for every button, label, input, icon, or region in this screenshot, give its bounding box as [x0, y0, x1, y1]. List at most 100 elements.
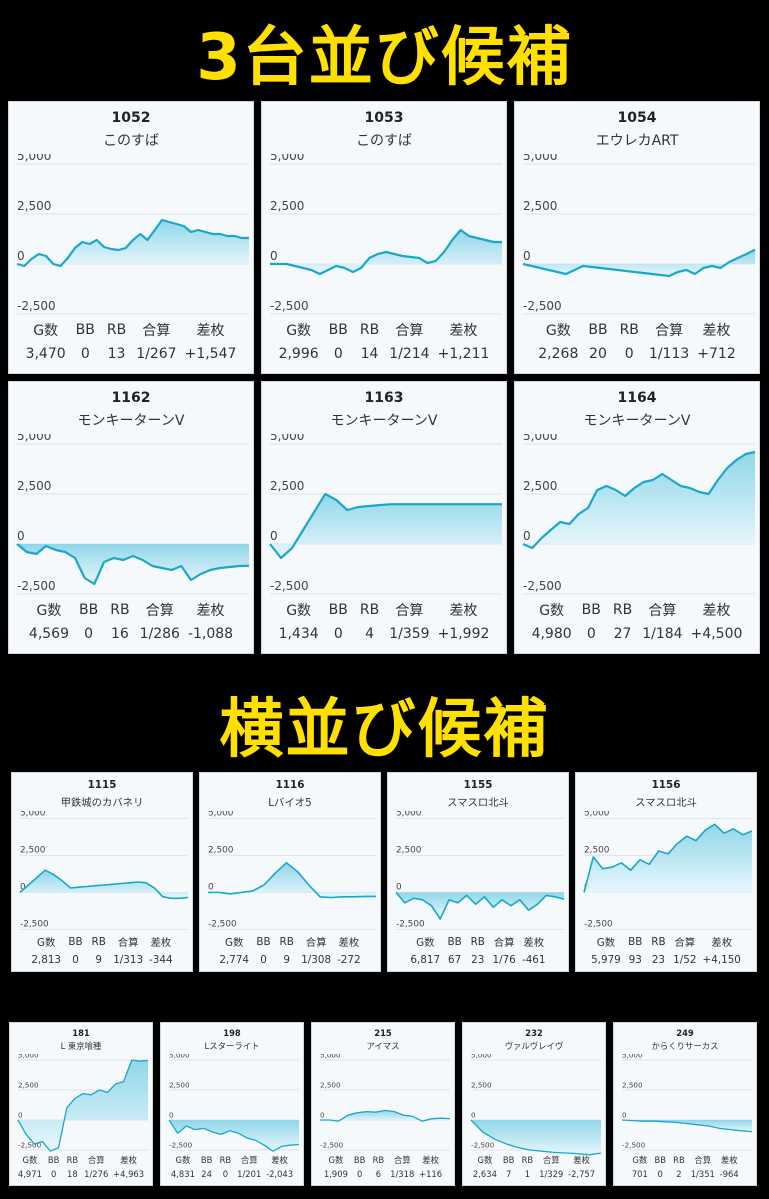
stat-value: +1,211: [437, 346, 490, 362]
chart: 5,000 2,500 0 -2,500: [16, 434, 250, 595]
stat-header: RB: [372, 1154, 385, 1165]
chart: 5,000 2,500 0 -2,500: [269, 154, 503, 315]
stat-header: RB: [359, 602, 380, 618]
machine-card: 249 からくりサーカス 5,000 2,500 0 -2,500 G数 BB RB 合算 差枚 70…: [613, 1022, 757, 1186]
chart: 5,000 2,500 0 -2,500: [470, 1054, 602, 1156]
stat-header: 差枚: [150, 937, 172, 950]
stat-value: 67: [448, 953, 462, 966]
stat-value: 1/329: [539, 1169, 564, 1180]
stat-value: -1,088: [187, 626, 234, 642]
stat-value: +4,963: [113, 1169, 145, 1180]
stat-value: 1/52: [673, 953, 697, 966]
stat-value: -344: [149, 953, 173, 966]
axis-tick-label: -2,500: [584, 920, 613, 930]
axis-tick-label: 2,500: [270, 479, 304, 493]
machine-card: 1162 モンキーターンV 5,000 2,500 0 -2,500 G数 BB RB 合算 差枚 4…: [8, 381, 254, 654]
axis-tick-label: 0: [523, 249, 531, 263]
series-line: [395, 892, 565, 921]
machine-number: 1164: [617, 390, 657, 406]
machine-card: 181 L 東京喰種 5,000 2,500 0 -2,500 G数 BB RB 合算 差枚 4,97…: [9, 1022, 153, 1186]
stat-header: G数: [539, 603, 565, 619]
stats-table: G数 BB RB 合算 差枚 2,774 0 9 1/308 -272: [200, 934, 380, 966]
stat-value: 0: [260, 953, 267, 966]
axis-tick-label: 0: [270, 529, 278, 543]
stat-value: 6,817: [410, 953, 441, 966]
axis-tick-label: 2,500: [169, 1081, 190, 1090]
stat-value: 27: [613, 626, 632, 642]
machine-card: 1053 このすば 5,000 2,500 0 -2,500 G数 BB RB 合算 差枚 2,996…: [261, 101, 507, 374]
machine-name: スマスロ北斗: [447, 796, 509, 809]
axis-tick-label: 2,500: [622, 1081, 643, 1090]
axis-tick-label: 2,500: [17, 199, 51, 213]
stat-header: 差枚: [196, 323, 225, 339]
axis-tick-label: 5,000: [18, 1054, 39, 1060]
stat-value: 23: [651, 953, 665, 966]
stats-table: G数 BB RB 合算 差枚 6,817 67 23 1/76 -461: [388, 934, 568, 966]
axis-tick-label: -2,500: [270, 579, 309, 593]
stat-header: 合算: [117, 937, 139, 950]
axis-tick-label: 0: [396, 883, 402, 893]
stats-table: G数 BB RB 合算 差枚 1,909 0 6 1/318 +116: [312, 1154, 454, 1180]
stat-value: 14: [360, 346, 379, 362]
stat-header: 合算: [240, 1154, 258, 1165]
stat-value: 0: [84, 626, 94, 642]
machine-card: 215 アイマス 5,000 2,500 0 -2,500 G数 BB RB 合算 差枚 1,909 0…: [311, 1022, 455, 1186]
chart: 5,000 2,500 0 -2,500: [522, 434, 756, 595]
area-fill: [320, 1110, 450, 1122]
machine-number: 1163: [364, 390, 404, 406]
stat-header: BB: [502, 1154, 515, 1165]
stat-header: RB: [110, 602, 130, 618]
axis-tick-label: -2,500: [396, 920, 425, 930]
stat-value: 1,434: [278, 626, 319, 642]
machine-name: モンキーターンV: [330, 413, 438, 429]
axis-tick-label: 5,000: [17, 434, 51, 443]
stat-value: 1/318: [390, 1169, 415, 1180]
stat-header: BB: [588, 322, 608, 338]
axis-tick-label: -2,500: [523, 579, 562, 593]
axis-tick-label: -2,500: [471, 1141, 495, 1150]
axis-tick-label: 2,500: [208, 846, 234, 856]
axis-tick-label: 0: [18, 1111, 23, 1120]
axis-tick-label: -2,500: [270, 299, 309, 313]
stat-header: RB: [651, 935, 666, 948]
stat-value: 4,569: [28, 626, 70, 642]
stat-header: RB: [106, 322, 127, 338]
stat-value: +1,992: [437, 626, 490, 642]
machine-name: ヴァルヴレイヴ: [504, 1040, 564, 1051]
stat-header: 差枚: [449, 323, 478, 339]
stat-value: 1,909: [323, 1169, 348, 1180]
chart: 5,000 2,500 0 -2,500: [16, 154, 250, 315]
area-fill: [622, 1120, 752, 1132]
machine-card: 232 ヴァルヴレイヴ 5,000 2,500 0 -2,500 G数 BB RB 合算 差枚 2,6…: [462, 1022, 606, 1186]
stat-header: 合算: [542, 1154, 560, 1165]
area-fill: [20, 870, 188, 899]
stat-header: BB: [628, 935, 643, 948]
stat-header: 差枚: [711, 937, 733, 950]
stat-header: 合算: [305, 937, 327, 950]
stat-value: 24: [201, 1169, 212, 1180]
machine-number: 1156: [651, 778, 681, 791]
axis-tick-label: 5,000: [169, 1054, 190, 1060]
stat-header: 合算: [145, 603, 174, 619]
stat-header: BB: [328, 602, 348, 618]
axis-tick-label: 5,000: [208, 811, 234, 818]
stat-header: BB: [654, 1154, 666, 1165]
stat-value: +4,500: [690, 626, 743, 642]
machine-name: スマスロ北斗: [635, 796, 697, 809]
machine-name: からくりサーカス: [651, 1040, 719, 1051]
axis-tick-label: -2,500: [18, 1141, 42, 1150]
axis-tick-label: 0: [17, 249, 25, 263]
stat-value: -2,757: [568, 1169, 596, 1180]
axis-tick-label: 0: [208, 883, 214, 893]
stat-value: 701: [631, 1169, 648, 1180]
stat-header: RB: [219, 1154, 232, 1165]
area-fill: [208, 863, 376, 899]
stat-value: 9: [283, 953, 290, 966]
machine-name: エウレカART: [595, 133, 679, 149]
machine-card: 1116 Lバイオ5 5,000 2,500 0 -2,500 G数 BB RB 合算 差枚 2,77…: [199, 772, 381, 972]
stat-header: G数: [596, 937, 616, 950]
stat-value: -2,043: [266, 1169, 294, 1180]
stat-header: 合算: [648, 603, 677, 619]
stat-value: 1/276: [84, 1169, 109, 1180]
stat-header: 差枚: [702, 603, 731, 619]
